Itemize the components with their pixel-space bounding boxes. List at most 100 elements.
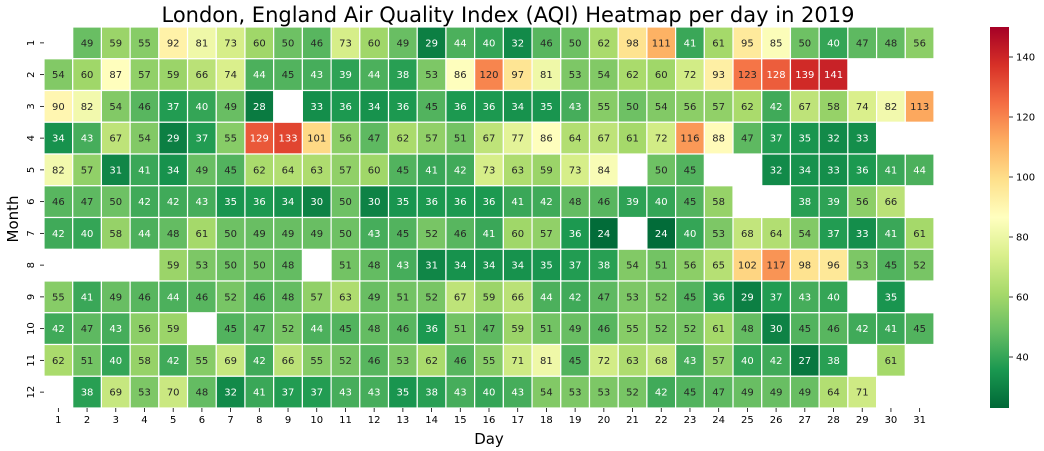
cell-value-label: 48 — [569, 197, 582, 208]
cell-value-label: 35 — [540, 102, 553, 113]
heatmap-cell — [273, 248, 303, 282]
cell-value-label: 32 — [770, 165, 783, 176]
cell-value-label: 69 — [109, 388, 122, 399]
cell-value-label: 57 — [712, 102, 725, 113]
cell-value-label: 57 — [712, 356, 725, 367]
heatmap-cell — [474, 89, 504, 123]
heatmap-cell — [273, 312, 303, 346]
y-tick-label: 10 — [26, 322, 37, 335]
heatmap-cell — [847, 375, 878, 409]
heatmap-cell — [474, 185, 504, 219]
x-tick-label: 24 — [712, 415, 725, 426]
cell-value-label: 52 — [684, 324, 697, 335]
cell-value-label: 43 — [109, 324, 122, 335]
heatmap-cell — [502, 185, 533, 219]
cell-value-label: 52 — [655, 292, 668, 303]
cell-value-label: 34 — [483, 261, 496, 272]
cell-value-label: 53 — [138, 388, 151, 399]
heatmap-cell — [158, 185, 189, 219]
x-tick-label: 2 — [84, 415, 90, 426]
cell-value-label: 35 — [885, 292, 898, 303]
cell-value-label: 43 — [310, 70, 323, 81]
heatmap-cell — [72, 312, 103, 346]
cell-value-label: 97 — [511, 70, 524, 81]
cell-value-label: 46 — [138, 292, 151, 303]
cell-value-label: 42 — [770, 102, 783, 113]
heatmap-cell — [789, 248, 820, 282]
cell-value-label: 61 — [712, 324, 725, 335]
cell-value-label: 41 — [684, 38, 697, 49]
heatmap-cell — [100, 121, 131, 155]
y-tick-label: 11 — [26, 354, 37, 367]
heatmap-cell — [531, 89, 562, 123]
cell-value-label: 66 — [511, 292, 524, 303]
cell-value-label: 64 — [770, 229, 783, 240]
cell-value-label: 42 — [655, 388, 668, 399]
heatmap-cell — [445, 312, 476, 346]
cell-value-label: 64 — [827, 388, 840, 399]
heatmap-cell — [129, 185, 160, 219]
heatmap-cell — [818, 153, 849, 187]
heatmap-cell — [445, 153, 476, 187]
heatmap-cell — [301, 121, 332, 155]
cell-value-label: 33 — [827, 165, 840, 176]
heatmap-cell — [158, 153, 189, 187]
cell-value-label: 41 — [483, 229, 496, 240]
heatmap-cell — [445, 216, 476, 250]
cell-value-label: 37 — [196, 134, 209, 145]
cell-value-label: 40 — [684, 229, 697, 240]
heatmap-cell — [43, 280, 74, 314]
cell-value-label: 43 — [196, 197, 209, 208]
cell-value-label: 48 — [885, 38, 898, 49]
cell-value-label: 51 — [339, 261, 352, 272]
cell-value-label: 39 — [339, 70, 352, 81]
cell-value-label: 45 — [684, 197, 697, 208]
heatmap-cell — [301, 153, 332, 187]
cell-value-label: 66 — [282, 356, 295, 367]
cell-value-label: 46 — [310, 38, 323, 49]
cell-value-label: 58 — [712, 197, 725, 208]
heatmap-cell — [617, 121, 648, 155]
cell-value-label: 36 — [454, 102, 467, 113]
cell-value-label: 63 — [626, 356, 639, 367]
cell-value-label: 65 — [712, 261, 725, 272]
cell-value-label: 50 — [253, 261, 266, 272]
heatmap-cell — [646, 121, 677, 155]
cell-value-label: 51 — [540, 324, 553, 335]
cell-value-label: 61 — [626, 134, 639, 145]
cell-value-label: 62 — [741, 102, 754, 113]
cell-value-label: 45 — [397, 165, 410, 176]
cell-value-label: 56 — [913, 38, 926, 49]
heatmap-cell — [445, 26, 476, 60]
cell-value-label: 57 — [138, 70, 151, 81]
heatmap-cell — [502, 375, 533, 409]
cell-value-label: 50 — [224, 261, 237, 272]
heatmap-cell — [588, 343, 619, 377]
x-tick-label: 21 — [626, 415, 639, 426]
heatmap-cell — [646, 343, 677, 377]
cell-value-label: 39 — [827, 197, 840, 208]
cell-value-label: 61 — [712, 38, 725, 49]
heatmap-cell — [445, 121, 476, 155]
cell-value-label: 77 — [511, 134, 524, 145]
cell-value-label: 49 — [741, 388, 754, 399]
heatmap-cell — [617, 280, 648, 314]
cell-value-label: 60 — [511, 229, 524, 240]
cell-value-label: 36 — [253, 197, 266, 208]
colorbar-tick-label: 120 — [1016, 113, 1035, 124]
cell-value-label: 60 — [368, 165, 381, 176]
colorbar-gradient — [990, 27, 1009, 408]
cell-value-label: 82 — [52, 165, 65, 176]
heatmap-cell — [502, 89, 533, 123]
colorbar-tick-label: 60 — [1016, 293, 1029, 304]
heatmap-cell — [617, 58, 648, 92]
heatmap-cell — [502, 26, 533, 60]
cell-value-label: 53 — [626, 292, 639, 303]
cell-value-label: 40 — [81, 229, 94, 240]
heatmap-cell — [330, 121, 361, 155]
cell-value-label: 52 — [626, 388, 639, 399]
heatmap-cell — [847, 248, 878, 282]
cell-value-label: 57 — [81, 165, 94, 176]
heatmap-cell — [818, 121, 849, 155]
y-tick-label: 3 — [26, 103, 37, 109]
